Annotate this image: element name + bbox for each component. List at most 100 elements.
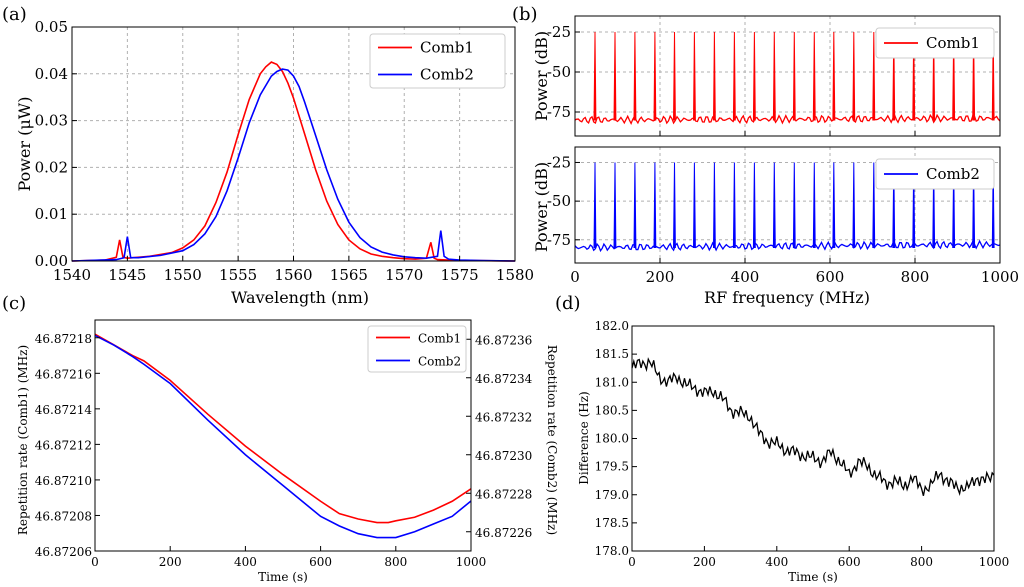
peak-mark [952, 31, 956, 121]
peak-mark [912, 31, 916, 121]
panel-label-b: (b) [512, 4, 538, 25]
x-tick-label: 200 [693, 555, 716, 569]
x-tick-label: 1545 [108, 266, 146, 284]
peak-mark [972, 162, 976, 248]
peak-mark [991, 31, 995, 121]
peak-mark [932, 31, 936, 121]
x-tick-label: 800 [910, 555, 933, 569]
y-tick-label-left: 46.87214 [35, 403, 93, 417]
x-tick-label: 0 [570, 268, 580, 286]
peak-mark [852, 31, 856, 121]
chart-b-top-ylabel: Power (dB) [532, 31, 551, 121]
x-tick-label: 600 [816, 268, 845, 286]
x-tick-label: 0 [91, 555, 99, 569]
peak-mark [752, 31, 756, 121]
y-tick-label-right: 46.87230 [475, 449, 532, 463]
peak-mark [832, 31, 836, 121]
legend-label-comb1: Comb1 [420, 39, 474, 57]
y-tick-label: 179.5 [595, 460, 629, 474]
y-tick-label: -25 [547, 23, 571, 41]
chart-c-xlabel: Time (s) [258, 570, 308, 584]
legend-label-comb2: Comb2 [418, 355, 461, 369]
panel-label-d: (d) [555, 293, 581, 314]
peak-mark [952, 162, 956, 248]
y-tick-label: -50 [547, 192, 571, 210]
peak-mark [892, 31, 896, 121]
x-tick-label: 800 [901, 268, 930, 286]
y-tick-label: 0.04 [35, 65, 68, 83]
y-tick-label-left: 46.87212 [35, 438, 92, 452]
x-tick-label: 1580 [496, 266, 534, 284]
y-tick-label-left: 46.87208 [35, 509, 92, 523]
y-tick-label-right: 46.87228 [475, 487, 532, 501]
chart-b: -25 -50 -75 Comb1 -25 -50 -75 Comb2 0 200 400 600 80… [547, 15, 1019, 286]
y-tick-label: 178.0 [595, 544, 629, 558]
peak-mark [912, 162, 916, 248]
y-tick-label: 179.0 [595, 488, 629, 502]
legend-label-comb2: Comb2 [926, 165, 980, 183]
series-line-comb2 [71, 68, 516, 262]
peak-mark [772, 31, 776, 121]
y-tick-label: -75 [547, 231, 571, 249]
peak-mark [892, 162, 896, 248]
legend-label-comb2: Comb2 [420, 66, 474, 84]
y-tick-label: 0.01 [35, 205, 68, 223]
chart-a-ylabel: Power (μW) [15, 97, 34, 192]
plot-frame [574, 15, 1001, 137]
legend-label-comb1: Comb1 [926, 34, 980, 52]
peak-mark [613, 162, 617, 248]
plot-frame [94, 319, 472, 552]
peak-mark [593, 162, 597, 248]
peak-mark [872, 162, 876, 248]
x-tick-label: 1565 [330, 266, 368, 284]
y-tick-label: 0.03 [35, 112, 68, 130]
x-tick-label: 1000 [981, 268, 1019, 286]
chart-d-ylabel: Difference (Hz) [577, 391, 591, 484]
noise-floor-comb2 [574, 239, 1001, 253]
peak-mark [752, 162, 756, 248]
y-tick-label: 180.5 [595, 403, 629, 417]
peak-mark [732, 162, 736, 248]
peak-mark [692, 162, 696, 248]
legend-box [875, 158, 995, 190]
subplot-comb1: -25 -50 -75 Comb1 [547, 15, 1001, 137]
peak-mark [972, 31, 976, 121]
plot-frame [574, 146, 1001, 264]
peak-mark [633, 162, 637, 248]
peak-mark [732, 31, 736, 121]
legend-label-comb1: Comb1 [418, 332, 461, 346]
series-line-difference [631, 357, 995, 496]
chart-d-xlabel: Time (s) [788, 570, 838, 584]
y-tick-label-right: 46.87226 [475, 526, 532, 540]
y-tick-label-left: 46.87206 [35, 545, 92, 559]
chart-a: 1540 1545 1550 1555 1560 1565 1570 1575 1580 0.00… [35, 18, 535, 284]
x-tick-label: 1575 [441, 266, 479, 284]
x-tick-label: 1555 [219, 266, 257, 284]
plot-frame [631, 325, 995, 552]
y-tick-label: 180.0 [595, 432, 629, 446]
peak-mark [633, 31, 637, 121]
y-tick-label-right: 46.87234 [475, 372, 533, 386]
x-tick-label: 1540 [53, 266, 91, 284]
peak-mark [852, 162, 856, 248]
y-tick-label: 0.02 [35, 158, 68, 176]
y-tick-label: 181.5 [595, 347, 629, 361]
chart-c: 0 200 400 600 800 1000 46.87206 46.87208 46.8721… [35, 319, 533, 569]
x-tick-label: 200 [646, 268, 675, 286]
y-tick-label: 178.5 [595, 516, 629, 530]
chart-d: 0 200 400 600 800 1000 178.0 178.5 179.0 179.5 180… [595, 319, 1010, 569]
x-tick-label: 1560 [274, 266, 312, 284]
x-tick-label: 1000 [456, 555, 487, 569]
x-tick-label: 600 [838, 555, 861, 569]
chart-b-bottom-ylabel: Power (dB) [532, 162, 551, 252]
legend-box [875, 27, 995, 59]
peak-mark [932, 162, 936, 248]
y-tick-label: -75 [547, 103, 571, 121]
subplot-comb2: -25 -50 -75 Comb2 [547, 146, 1001, 264]
x-tick-label: 600 [309, 555, 332, 569]
peak-mark [593, 31, 597, 121]
y-tick-label-left: 46.87218 [35, 332, 92, 346]
x-tick-label: 1570 [385, 266, 423, 284]
peak-mark [672, 31, 676, 121]
